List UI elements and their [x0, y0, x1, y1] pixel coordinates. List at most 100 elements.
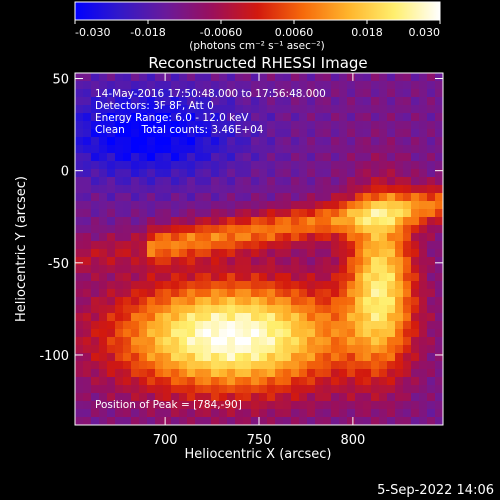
heatmap-cell — [355, 385, 364, 394]
heatmap-cell — [291, 137, 300, 146]
heatmap-cell — [155, 169, 164, 178]
heatmap-cell — [299, 113, 308, 122]
heatmap-cell — [275, 329, 284, 338]
heatmap-cell — [267, 313, 276, 322]
heatmap-cell — [235, 313, 244, 322]
heatmap-cell — [131, 289, 140, 298]
heatmap-cell — [315, 233, 324, 242]
heatmap-cell — [323, 393, 332, 402]
heatmap-cell — [179, 289, 188, 298]
heatmap-cell — [403, 289, 412, 298]
heatmap-cell — [379, 337, 388, 346]
colorbar-ticks: -0.030 -0.018 -0.0060 0.0060 0.018 0.030 — [74, 20, 441, 39]
heatmap-cell — [259, 281, 268, 290]
heatmap-cell — [115, 169, 124, 178]
heatmap-cell — [163, 121, 172, 130]
heatmap-cell — [275, 105, 284, 114]
heatmap-cell — [315, 281, 324, 290]
heatmap-cell — [147, 297, 156, 306]
heatmap-cell — [83, 305, 92, 314]
heatmap-cell — [387, 361, 396, 370]
heatmap-cell — [299, 361, 308, 370]
heatmap-cell — [259, 81, 268, 90]
heatmap-cell — [115, 137, 124, 146]
heatmap-cell — [123, 145, 132, 154]
heatmap-cell — [171, 289, 180, 298]
heatmap-cell — [387, 81, 396, 90]
heatmap-cell — [171, 233, 180, 242]
heatmap-cell — [147, 337, 156, 346]
heatmap-cell — [307, 377, 316, 386]
heatmap-cell — [331, 153, 340, 162]
heatmap-cell — [291, 377, 300, 386]
heatmap-cell — [307, 313, 316, 322]
heatmap-cell — [187, 137, 196, 146]
heatmap-cell — [395, 225, 404, 234]
heatmap-cell — [123, 113, 132, 122]
heatmap-cell — [315, 121, 324, 130]
heatmap-cell — [299, 185, 308, 194]
heatmap-cell — [435, 177, 443, 186]
heatmap-cell — [395, 193, 404, 202]
heatmap-cell — [419, 121, 428, 130]
heatmap-cell — [83, 337, 92, 346]
heatmap-cell — [275, 297, 284, 306]
heatmap-cell — [427, 353, 436, 362]
heatmap-cell — [395, 353, 404, 362]
heatmap-cell — [219, 113, 228, 122]
heatmap-cell — [83, 105, 92, 114]
heatmap-cell — [211, 385, 220, 394]
heatmap-cell — [307, 145, 316, 154]
heatmap-cell — [115, 289, 124, 298]
heatmap-cell — [219, 185, 228, 194]
heatmap-cell — [211, 305, 220, 314]
heatmap-cell — [83, 89, 92, 98]
heatmap-cell — [355, 321, 364, 330]
heatmap-cell — [363, 281, 372, 290]
heatmap-cell — [267, 377, 276, 386]
heatmap-cell — [347, 369, 356, 378]
heatmap-cell — [203, 177, 212, 186]
heatmap-cell — [243, 73, 252, 82]
heatmap-cell — [131, 409, 140, 418]
heatmap-cell — [371, 113, 380, 122]
heatmap-cell — [411, 105, 420, 114]
heatmap-cell — [187, 321, 196, 330]
heatmap-cell — [99, 393, 108, 402]
heatmap-cell — [187, 297, 196, 306]
heatmap-cell — [227, 217, 236, 226]
heatmap-cell — [403, 417, 412, 425]
heatmap-cell — [283, 105, 292, 114]
heatmap-cell — [75, 265, 84, 274]
heatmap-cell — [363, 73, 372, 82]
heatmap-cell — [91, 369, 100, 378]
heatmap-cell — [203, 329, 212, 338]
heatmap-cell — [203, 209, 212, 218]
heatmap-cell — [131, 169, 140, 178]
heatmap-cell — [155, 417, 164, 425]
heatmap-cell — [259, 113, 268, 122]
heatmap-cell — [259, 105, 268, 114]
heatmap-cell — [379, 265, 388, 274]
heatmap-cell — [235, 153, 244, 162]
heatmap-cell — [259, 345, 268, 354]
heatmap-cell — [379, 353, 388, 362]
heatmap-cell — [75, 193, 84, 202]
heatmap-cell — [99, 385, 108, 394]
heatmap-cell — [171, 321, 180, 330]
heatmap-cell — [171, 337, 180, 346]
heatmap-cell — [83, 129, 92, 138]
heatmap-cell — [83, 153, 92, 162]
heatmap-cell — [163, 369, 172, 378]
heatmap-cell — [131, 73, 140, 82]
heatmap-cell — [91, 393, 100, 402]
heatmap-cell — [363, 273, 372, 282]
heatmap-cell — [435, 289, 443, 298]
heatmap-cell — [195, 265, 204, 274]
heatmap-cell — [347, 137, 356, 146]
heatmap-cell — [307, 393, 316, 402]
heatmap-cell — [243, 145, 252, 154]
heatmap-cell — [267, 321, 276, 330]
heatmap-cell — [331, 417, 340, 425]
heatmap-cell — [259, 201, 268, 210]
